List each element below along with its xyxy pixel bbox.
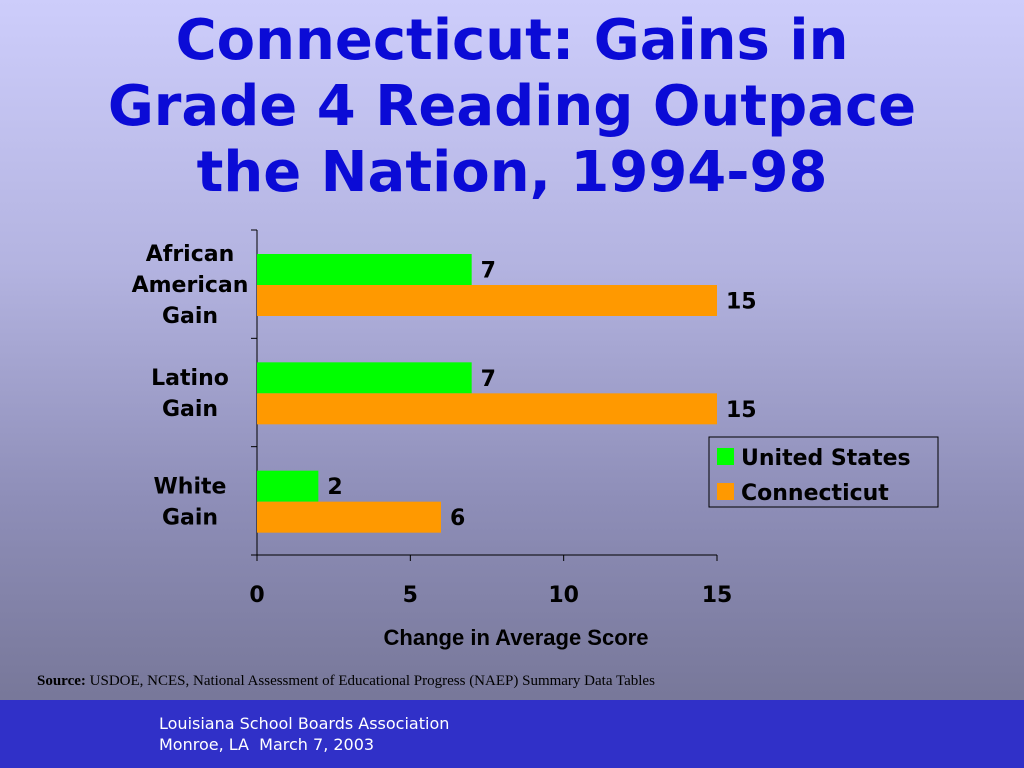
data-label: 2 bbox=[327, 475, 342, 500]
data-label: 7 bbox=[481, 367, 496, 392]
bar bbox=[257, 285, 717, 316]
footer-bar: Louisiana School Boards Association Monr… bbox=[0, 700, 1024, 768]
slide-title: Connecticut: Gains in Grade 4 Reading Ou… bbox=[0, 8, 1024, 206]
data-label: 6 bbox=[450, 506, 465, 531]
category-label: American bbox=[132, 273, 249, 298]
bar-chart: 0 5 10 15 Change in Average Score African Amer… bbox=[132, 229, 939, 650]
title-line-3: the Nation, 1994-98 bbox=[196, 140, 828, 205]
bar bbox=[257, 254, 472, 285]
x-tick-label: 10 bbox=[548, 583, 579, 608]
category-label: White bbox=[154, 474, 227, 499]
data-label: 15 bbox=[726, 290, 757, 315]
title-line-1: Connecticut: Gains in bbox=[175, 8, 849, 73]
legend-box bbox=[708, 436, 939, 508]
category-label: Gain bbox=[162, 304, 218, 329]
bar bbox=[257, 501, 441, 533]
data-label: 7 bbox=[481, 259, 496, 284]
x-tick-label: 15 bbox=[702, 583, 733, 608]
category-label: African bbox=[146, 242, 235, 267]
bar bbox=[257, 362, 472, 394]
category-label: Gain bbox=[162, 397, 218, 422]
source-label: Source: bbox=[37, 673, 86, 689]
footer-location-date: Monroe, LA March 7, 2003 bbox=[159, 735, 375, 754]
source-note: Source: USDOE, NCES, National Assessment… bbox=[37, 673, 655, 690]
x-axis-label: Change in Average Score bbox=[384, 625, 649, 650]
legend-swatch bbox=[717, 448, 734, 465]
legend-label: Connecticut bbox=[741, 481, 889, 506]
legend-label: United States bbox=[741, 446, 911, 471]
x-tick-label: 0 bbox=[249, 583, 264, 608]
x-tick-label: 5 bbox=[403, 583, 418, 608]
bar bbox=[257, 393, 717, 425]
footer-organization: Louisiana School Boards Association bbox=[159, 714, 450, 733]
data-label: 15 bbox=[726, 398, 757, 423]
bar bbox=[257, 470, 319, 502]
category-label: Gain bbox=[162, 505, 218, 530]
legend-swatch bbox=[717, 483, 734, 500]
source-text: USDOE, NCES, National Assessment of Educ… bbox=[85, 673, 655, 689]
category-label: Latino bbox=[151, 366, 229, 391]
title-line-2: Grade 4 Reading Outpace bbox=[107, 74, 917, 139]
